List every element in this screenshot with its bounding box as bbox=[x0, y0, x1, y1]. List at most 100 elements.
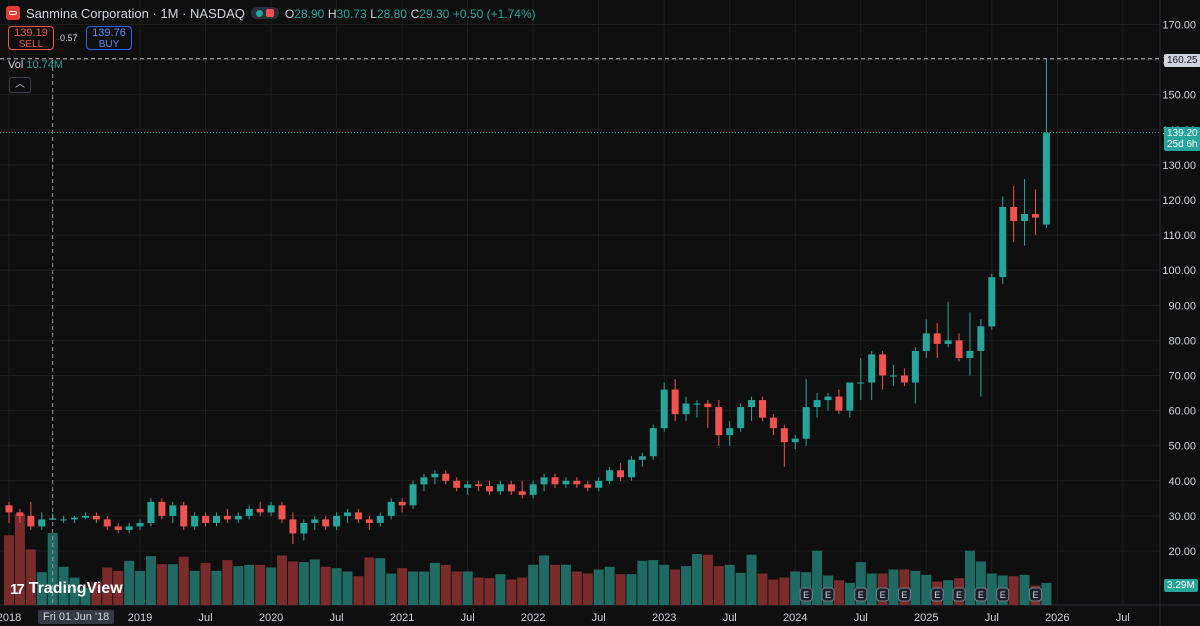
candle-body bbox=[485, 486, 493, 492]
candle-body bbox=[311, 519, 319, 523]
candle-body bbox=[933, 333, 941, 344]
candle-body bbox=[431, 473, 439, 478]
volume-bar bbox=[604, 566, 615, 605]
volume-bar bbox=[408, 571, 419, 605]
volume-bar bbox=[178, 556, 189, 605]
svg-text:E: E bbox=[978, 590, 984, 600]
candle-body bbox=[234, 515, 242, 520]
earnings-marker-icon: E bbox=[799, 587, 813, 602]
candle-body bbox=[562, 480, 570, 485]
volume-bar bbox=[14, 513, 25, 605]
y-tick-label: 130.00 bbox=[1162, 160, 1196, 172]
x-tick-label: Jul bbox=[330, 612, 344, 624]
y-tick-label: 120.00 bbox=[1162, 195, 1196, 207]
volume-bar bbox=[615, 574, 626, 605]
candle-body bbox=[267, 505, 275, 513]
candle-body bbox=[551, 477, 559, 485]
volume-bar bbox=[484, 578, 495, 605]
volume-bar bbox=[156, 564, 167, 605]
volume-bar bbox=[353, 576, 364, 605]
volume-bar bbox=[735, 572, 746, 605]
volume-bar bbox=[757, 573, 768, 605]
y-tick-label: 110.00 bbox=[1163, 230, 1196, 242]
high-price-tag: 160.25 bbox=[1164, 54, 1200, 67]
volume-bar bbox=[866, 573, 877, 605]
volume-bar bbox=[550, 564, 560, 605]
svg-text:E: E bbox=[1000, 590, 1006, 600]
volume-bar bbox=[222, 560, 233, 605]
volume-bar bbox=[910, 570, 921, 605]
candle-body bbox=[398, 501, 406, 506]
volume-bar bbox=[1041, 582, 1052, 605]
status-pill[interactable] bbox=[250, 7, 279, 19]
volume-bar bbox=[724, 564, 735, 605]
volume-legend[interactable]: Vol 10.74M bbox=[8, 59, 63, 71]
earnings-marker-icon: E bbox=[876, 587, 890, 602]
x-tick-label: Jul bbox=[592, 612, 606, 624]
x-tick-label: 2019 bbox=[128, 612, 152, 624]
y-tick-label: 60.00 bbox=[1168, 406, 1196, 418]
volume-bar bbox=[964, 550, 975, 605]
volume-bar bbox=[855, 562, 866, 605]
svg-text:E: E bbox=[956, 590, 962, 600]
candle-body bbox=[158, 501, 166, 516]
candle-body bbox=[212, 515, 220, 523]
sell-button[interactable]: 139.19 SELL bbox=[8, 26, 54, 50]
candle-body bbox=[606, 470, 614, 481]
current-volume-tag: 3.29M bbox=[1164, 579, 1198, 592]
candle-body bbox=[169, 505, 177, 516]
volume-bar bbox=[200, 562, 211, 605]
volume-bar bbox=[145, 556, 156, 605]
candle-body bbox=[900, 375, 908, 383]
candle-body bbox=[420, 477, 428, 485]
candle-body bbox=[475, 484, 483, 487]
sell-label: SELL bbox=[18, 39, 44, 50]
volume-bar bbox=[637, 560, 648, 605]
volume-bar bbox=[495, 574, 506, 605]
svg-text:E: E bbox=[1032, 590, 1038, 600]
volume-bar bbox=[80, 587, 91, 605]
collapse-chevron-up-icon[interactable]: ︿ bbox=[9, 77, 31, 93]
candle-body bbox=[540, 477, 548, 485]
candle-body bbox=[344, 512, 352, 516]
x-tick-label: 2025 bbox=[914, 612, 938, 624]
countdown: 25d 6h bbox=[1167, 139, 1198, 150]
earnings-marker-icon: E bbox=[996, 587, 1010, 602]
x-tick-label: 2021 bbox=[390, 612, 414, 624]
candle-body bbox=[955, 340, 963, 358]
low-value: 28.80 bbox=[376, 6, 407, 21]
candle-body bbox=[617, 470, 625, 478]
candle-body bbox=[71, 517, 79, 520]
volume-bar bbox=[670, 569, 681, 605]
candle-body bbox=[529, 484, 537, 495]
candle-body bbox=[715, 407, 723, 436]
x-tick-label: Jul bbox=[723, 612, 737, 624]
candle-body bbox=[125, 526, 133, 530]
buy-price: 139.76 bbox=[92, 27, 126, 39]
candle-body bbox=[758, 400, 766, 418]
volume-bar bbox=[364, 557, 375, 605]
y-tick-label: 70.00 bbox=[1168, 371, 1196, 383]
crosshair-date-tag: Fri 01 Jun '18 bbox=[38, 610, 115, 624]
symbol-title[interactable]: Sanmina Corporation · 1M · NASDAQ bbox=[26, 5, 245, 21]
volume-bar bbox=[25, 549, 36, 605]
volume-bar bbox=[681, 566, 692, 605]
y-tick-label: 170.00 bbox=[1162, 20, 1196, 32]
candle-body bbox=[835, 396, 843, 411]
volume-bar bbox=[440, 564, 451, 605]
volume-bar bbox=[768, 579, 779, 605]
volume-label: Vol bbox=[8, 59, 24, 71]
volume-bar bbox=[746, 554, 757, 605]
volume-bar bbox=[790, 571, 801, 605]
buy-button[interactable]: 139.76 BUY bbox=[86, 26, 132, 50]
candle-body bbox=[944, 340, 952, 344]
volume-bar bbox=[277, 555, 287, 605]
volume-bar bbox=[375, 558, 386, 605]
y-tick-label: 50.00 bbox=[1168, 441, 1196, 453]
volume-bar bbox=[648, 560, 659, 605]
candle-body bbox=[49, 518, 57, 520]
x-tick-label: Jul bbox=[1116, 612, 1130, 624]
open-value: 28.90 bbox=[294, 6, 325, 21]
y-tick-label: 90.00 bbox=[1168, 300, 1196, 312]
